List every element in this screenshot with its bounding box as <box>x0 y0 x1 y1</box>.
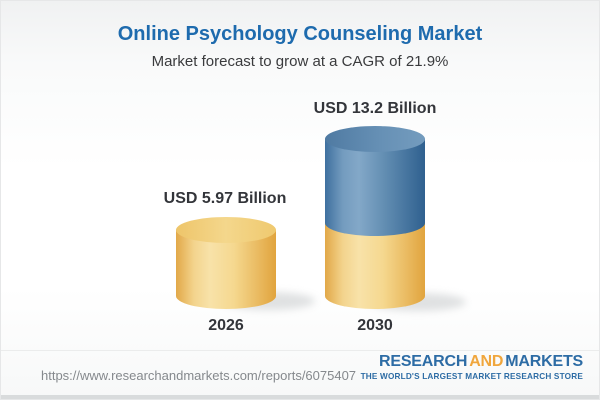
value-label-2026: USD 5.97 Billion <box>163 190 287 207</box>
footer-divider <box>1 350 599 351</box>
cylinder-bar-2026 <box>176 217 276 309</box>
chart-title: Online Psychology Counseling Market <box>117 23 483 45</box>
chart-subtitle: Market forecast to grow at a CAGR of 21.… <box>151 53 449 70</box>
brand-tagline: THE WORLD'S LARGEST MARKET RESEARCH STOR… <box>360 372 583 381</box>
brand-logo-wordmark: RESEARCH AND MARKETS <box>361 354 583 370</box>
logo-word-and: AND <box>469 353 504 370</box>
logo-word-research: RESEARCH <box>379 353 468 370</box>
cylinder-bar-2030 <box>325 126 425 309</box>
report-url: https://www.researchandmarkets.com/repor… <box>41 368 357 383</box>
category-label-2030: 2030 <box>357 317 393 334</box>
brand-logo: RESEARCH AND MARKETS THE WORLD'S LARGEST M… <box>360 354 584 381</box>
footer-strip <box>1 395 599 399</box>
category-label-2026: 2026 <box>208 317 244 334</box>
value-label-2030: USD 13.2 Billion <box>313 100 437 117</box>
chart-header: Online Psychology Counseling Market Mark… <box>1 1 599 70</box>
logo-word-markets: MARKETS <box>505 353 583 370</box>
